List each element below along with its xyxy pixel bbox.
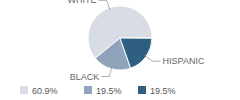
labels: WHITE BLACK HISPANIC [68,0,205,82]
slice-label: WHITE [68,0,97,5]
pie-chart: WHITE BLACK HISPANIC 60.9% 19.5% 19.5% [0,0,240,100]
legend-swatch [138,86,146,94]
pie-slice [120,38,152,68]
legend-label: 19.5% [150,86,176,96]
legend: 60.9% 19.5% 19.5% [20,86,176,96]
leader-line [101,67,112,77]
legend-label: 19.5% [96,86,122,96]
legend-swatch [84,86,92,94]
legend-swatch [20,86,28,94]
leader-line [99,0,110,9]
slice-label: BLACK [70,72,100,82]
slice-label: HISPANIC [163,56,205,66]
legend-label: 60.9% [32,86,58,96]
leader-line [144,55,160,61]
pie [88,6,152,70]
